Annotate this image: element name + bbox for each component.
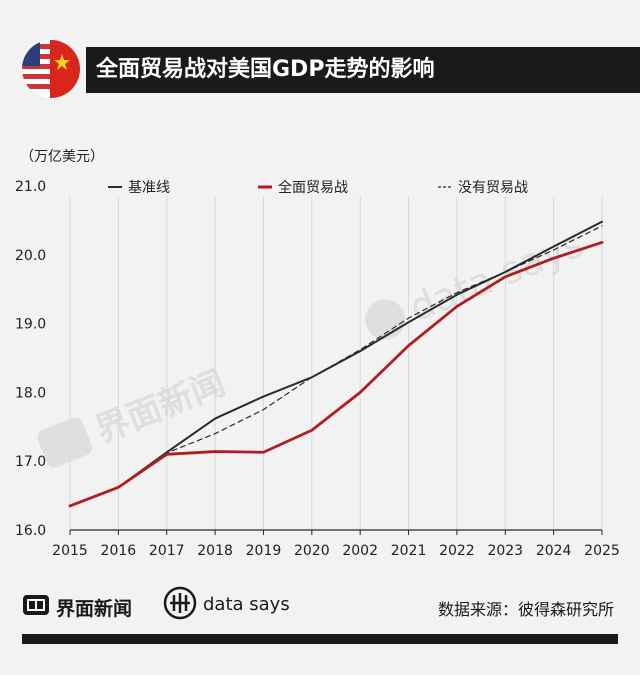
x-tick-label: 2023 (487, 543, 523, 559)
datasays-label: data says (203, 594, 290, 615)
x-tick-label: 2020 (294, 543, 330, 559)
chart-series (68, 220, 604, 508)
x-tick-label: 2021 (391, 543, 427, 559)
x-tick-label: 2022 (439, 543, 475, 559)
page-title: 全面贸易战对美国GDP走势的影响 (96, 57, 435, 82)
legend-label: 全面贸易战 (278, 179, 348, 196)
y-axis-unit-label: （万亿美元） (20, 149, 104, 165)
x-tick-label: 2017 (149, 543, 185, 559)
watermark-brand: 界面新闻 (90, 363, 231, 451)
x-tick-label: 2025 (584, 543, 620, 559)
bottom-bar (22, 634, 618, 644)
y-tick-label: 20.0 (15, 248, 46, 264)
x-tick-label: 2002 (342, 543, 378, 559)
datasays-logo-icon (163, 586, 197, 624)
x-tick-label: 2018 (197, 543, 233, 559)
y-tick-label: 16.0 (15, 523, 46, 539)
gdp-line-chart: 界面新闻 data says 16.017.018.019.020.021.02… (15, 179, 620, 559)
footer-brand: 界面新闻 (56, 598, 133, 620)
y-tick-label: 17.0 (15, 454, 46, 470)
x-tick-label: 2019 (246, 543, 282, 559)
series-line-baseline (69, 220, 603, 507)
header-bar (86, 47, 640, 93)
series-line-tradewar (68, 241, 604, 508)
y-tick-label: 21.0 (15, 179, 46, 195)
chart-legend: 基准线 全面贸易战 没有贸易战 (108, 179, 528, 196)
legend-label: 基准线 (128, 179, 170, 196)
x-tick-label: 2016 (101, 543, 137, 559)
jiemian-logo-icon (22, 592, 50, 618)
x-tick-label: 2024 (536, 543, 572, 559)
y-tick-label: 18.0 (15, 385, 46, 401)
legend-label: 没有贸易战 (458, 180, 528, 196)
chart-axes: 16.0 17.0 18.0 19.0 20.0 21.0 2015 2016 2017 2018… (15, 179, 620, 559)
y-tick-label: 19.0 (15, 317, 46, 333)
data-source: 数据来源：彼得森研究所 (437, 600, 614, 619)
chart-grid (69, 196, 603, 530)
x-tick-label: 2015 (52, 543, 88, 559)
